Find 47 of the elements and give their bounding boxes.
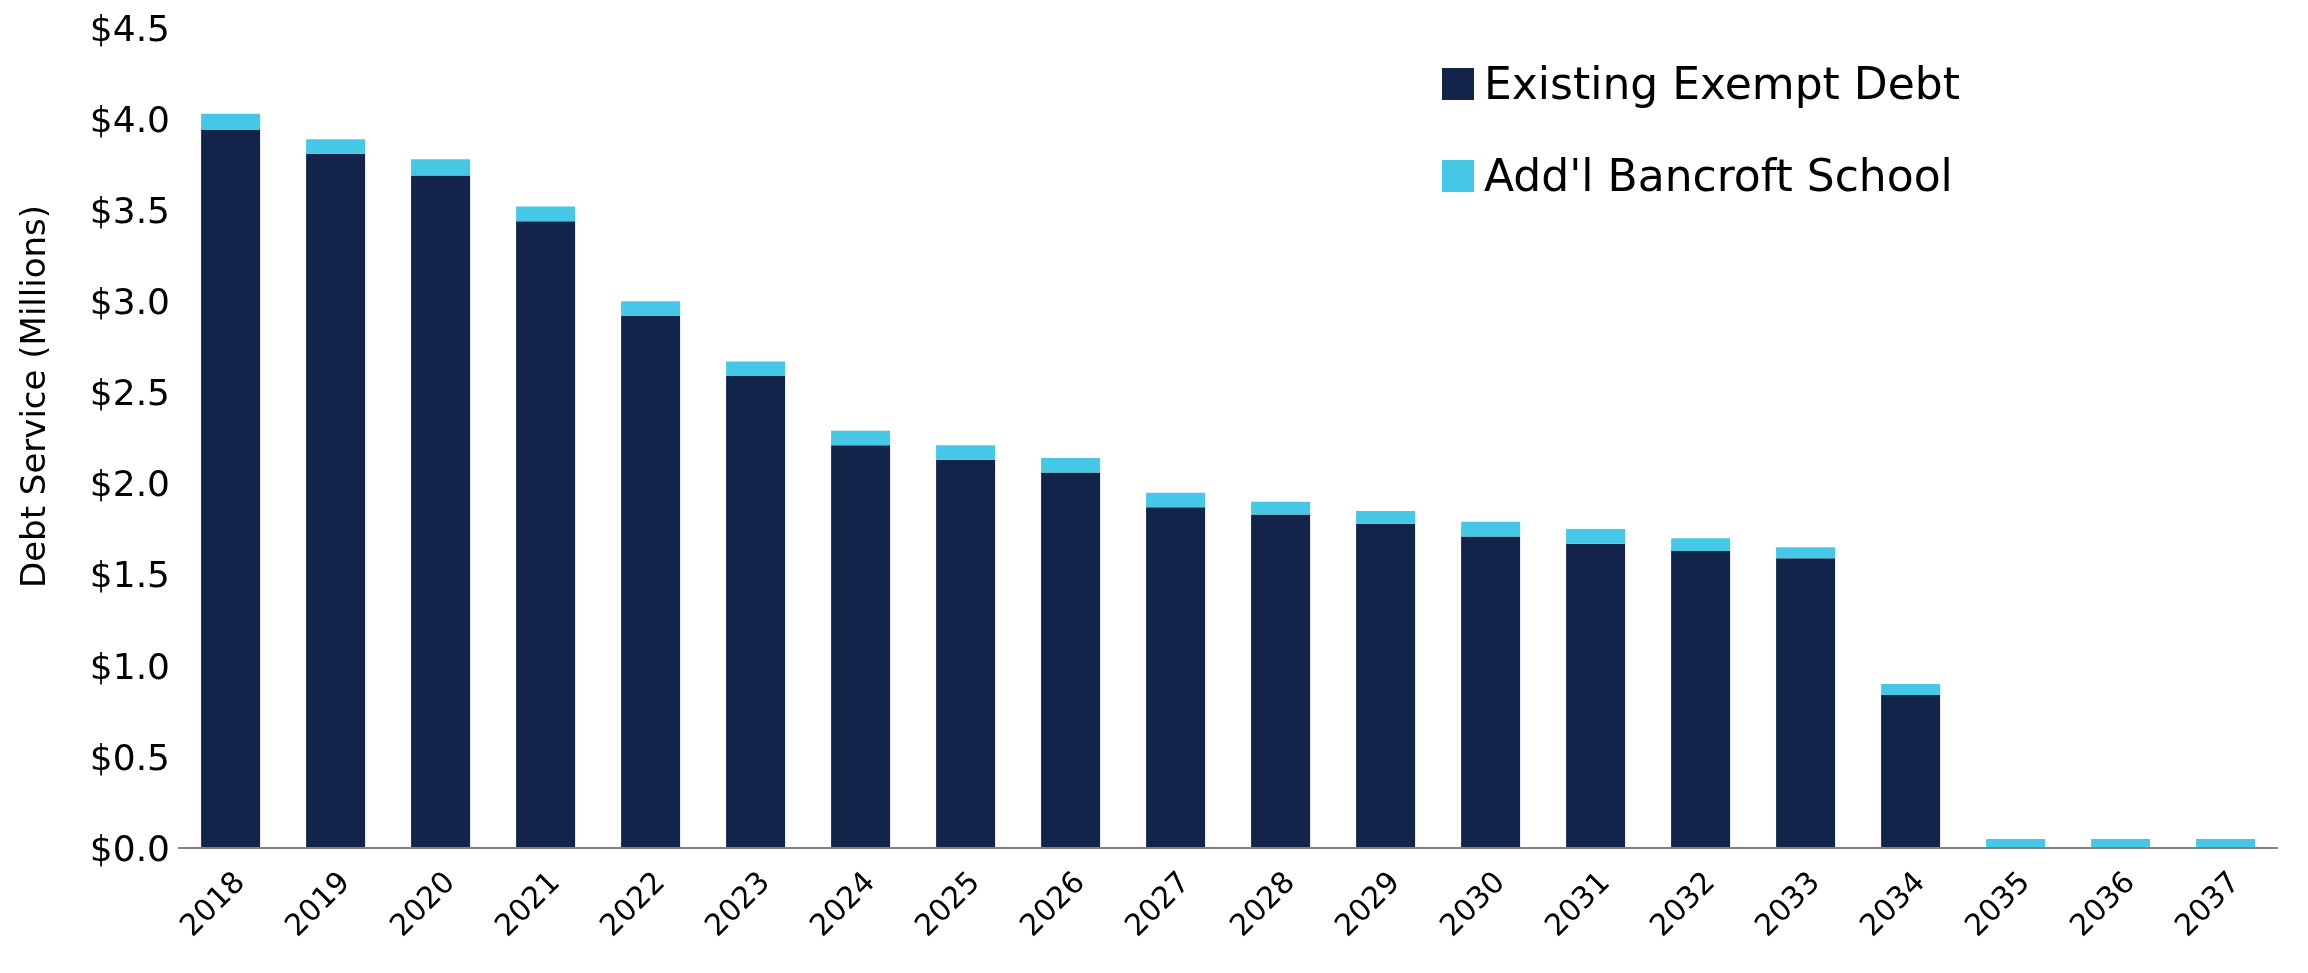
bar — [516, 221, 576, 848]
bar — [306, 139, 366, 154]
bar — [1566, 529, 1626, 544]
y-tick-label: $0.5 — [89, 736, 170, 778]
bar — [1671, 550, 1731, 848]
bar — [621, 301, 681, 316]
y-tick-label: $1.5 — [89, 554, 170, 596]
bar — [411, 159, 471, 176]
bar — [1461, 521, 1521, 537]
bar — [936, 459, 996, 848]
bar — [936, 445, 996, 460]
bar — [411, 175, 471, 848]
y-tick-label: $2.0 — [89, 463, 170, 505]
bar — [1776, 547, 1836, 559]
bar — [831, 445, 891, 848]
bar — [201, 113, 261, 131]
bar — [726, 376, 786, 848]
bar — [1251, 514, 1311, 848]
y-tick-label: $3.5 — [89, 190, 170, 231]
bar — [1041, 458, 1101, 473]
bar — [1356, 510, 1416, 524]
bar — [516, 206, 576, 222]
y-tick-label: $4.5 — [89, 7, 170, 49]
y-tick-label: $1.0 — [89, 645, 170, 687]
bar — [1146, 492, 1206, 508]
bar — [1671, 538, 1731, 551]
y-tick-label: $0.0 — [89, 827, 170, 869]
legend-label: Existing Exempt Debt — [1484, 57, 1960, 111]
bar — [1041, 472, 1101, 848]
bar — [1881, 694, 1941, 848]
bar — [1881, 684, 1941, 695]
y-axis-title: Debt Service (Millions) — [13, 205, 54, 588]
legend-label: Add'l Bancroft School — [1484, 149, 1953, 203]
y-tick-label: $4.0 — [89, 98, 170, 140]
y-tick-label: $3.0 — [89, 281, 170, 323]
bar — [621, 315, 681, 848]
bar — [1146, 507, 1206, 848]
bar — [1776, 558, 1836, 848]
y-tick-label: $2.5 — [89, 372, 170, 414]
bar — [726, 361, 786, 377]
bar — [201, 130, 261, 848]
bar — [1356, 523, 1416, 848]
bar — [1566, 543, 1626, 848]
bar — [1461, 536, 1521, 848]
bar — [831, 430, 891, 446]
bar — [1251, 501, 1311, 515]
bar — [306, 153, 366, 848]
